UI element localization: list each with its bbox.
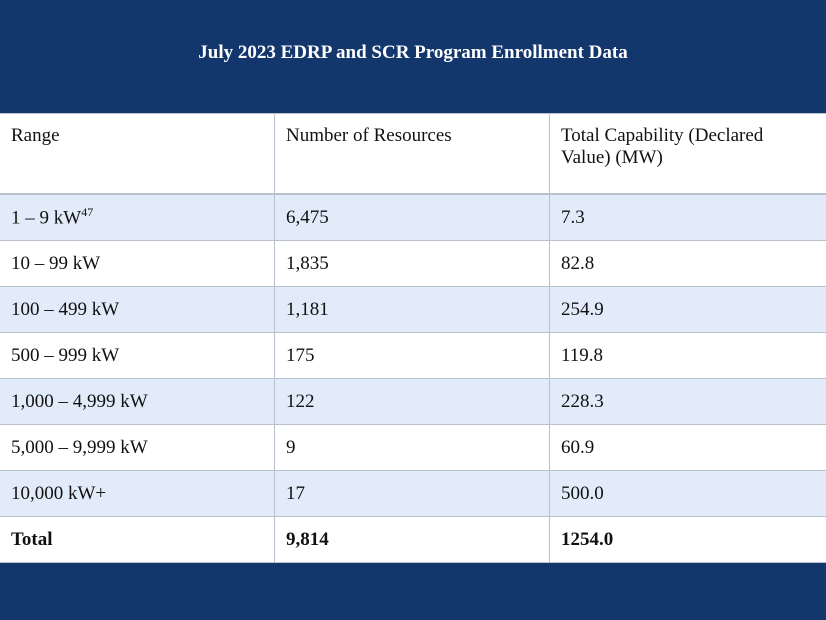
resources-cell: 175 (274, 332, 550, 379)
header-row: Range Number of Resources Total Capabili… (0, 113, 826, 195)
total-row: Total 9,814 1254.0 (0, 516, 826, 563)
header-resources: Number of Resources (274, 113, 550, 195)
table-row: 5,000 – 9,999 kW 9 60.9 (0, 424, 826, 471)
resources-cell: 17 (274, 470, 550, 517)
header-capability: Total Capability (Declared Value) (MW) (549, 113, 826, 195)
range-text: 10,000 kW+ (11, 482, 107, 504)
capability-cell: 82.8 (549, 240, 826, 287)
table-title: July 2023 EDRP and SCR Program Enrollmen… (198, 42, 628, 63)
range-text: 500 – 999 kW (11, 344, 120, 366)
total-resources: 9,814 (274, 516, 550, 563)
total-label: Total (0, 516, 275, 563)
total-capability: 1254.0 (549, 516, 826, 563)
table-row: 500 – 999 kW 175 119.8 (0, 332, 826, 379)
range-text: 1,000 – 4,999 kW (11, 390, 148, 412)
resources-cell: 6,475 (274, 193, 550, 241)
range-text: 1 – 9 kW (11, 207, 82, 229)
range-cell: 10,000 kW+ (0, 470, 275, 517)
range-text: 5,000 – 9,999 kW (11, 436, 148, 458)
table-row: 10,000 kW+ 17 500.0 (0, 470, 826, 517)
capability-cell: 500.0 (549, 470, 826, 517)
table-row: 10 – 99 kW 1,835 82.8 (0, 240, 826, 287)
resources-cell: 122 (274, 378, 550, 425)
resources-cell: 1,835 (274, 240, 550, 287)
capability-cell: 7.3 (549, 193, 826, 241)
range-cell: 1 – 9 kW47 (0, 193, 275, 241)
range-text: 100 – 499 kW (11, 298, 120, 320)
capability-cell: 254.9 (549, 286, 826, 333)
header-range: Range (0, 113, 275, 195)
resources-cell: 9 (274, 424, 550, 471)
table-row: 100 – 499 kW 1,181 254.9 (0, 286, 826, 333)
enrollment-table: Range Number of Resources Total Capabili… (0, 113, 826, 563)
range-text: 10 – 99 kW (11, 252, 101, 274)
capability-cell: 228.3 (549, 378, 826, 425)
range-cell: 500 – 999 kW (0, 332, 275, 379)
range-cell: 5,000 – 9,999 kW (0, 424, 275, 471)
table-row: 1,000 – 4,999 kW 122 228.3 (0, 378, 826, 425)
table-row: 1 – 9 kW47 6,475 7.3 (0, 193, 826, 241)
range-cell: 100 – 499 kW (0, 286, 275, 333)
resources-cell: 1,181 (274, 286, 550, 333)
capability-cell: 119.8 (549, 332, 826, 379)
range-cell: 10 – 99 kW (0, 240, 275, 287)
capability-cell: 60.9 (549, 424, 826, 471)
footnote-ref: 47 (81, 205, 94, 220)
range-cell: 1,000 – 4,999 kW (0, 378, 275, 425)
